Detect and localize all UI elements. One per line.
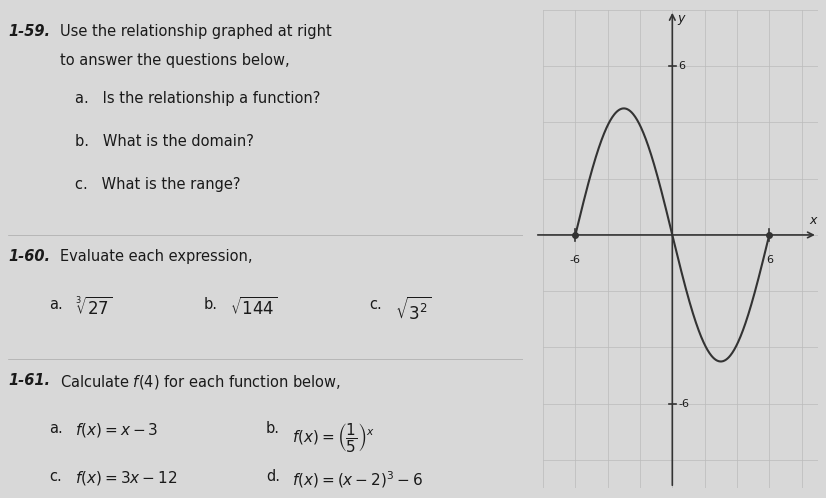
Text: x: x bbox=[809, 214, 817, 227]
Text: b.   What is the domain?: b. What is the domain? bbox=[75, 134, 254, 149]
Text: $f(x)=\left(\dfrac{1}{5}\right)^x$: $f(x)=\left(\dfrac{1}{5}\right)^x$ bbox=[292, 421, 375, 454]
Text: $\sqrt[3]{27}$: $\sqrt[3]{27}$ bbox=[75, 297, 112, 319]
Text: $f(x)=(x-2)^3-6$: $f(x)=(x-2)^3-6$ bbox=[292, 469, 423, 490]
Text: b.: b. bbox=[266, 421, 280, 436]
Text: a.: a. bbox=[50, 297, 64, 312]
Text: to answer the questions below,: to answer the questions below, bbox=[59, 53, 289, 68]
Text: $\sqrt{144}$: $\sqrt{144}$ bbox=[230, 297, 278, 319]
Text: a.   Is the relationship a function?: a. Is the relationship a function? bbox=[75, 91, 320, 106]
Text: 1-61.: 1-61. bbox=[8, 374, 50, 388]
Text: 1-60.: 1-60. bbox=[8, 249, 50, 264]
Text: $\sqrt{3^2}$: $\sqrt{3^2}$ bbox=[395, 297, 430, 324]
Text: a.: a. bbox=[50, 421, 64, 436]
Text: -6: -6 bbox=[570, 254, 581, 264]
Text: Use the relationship graphed at right: Use the relationship graphed at right bbox=[59, 24, 331, 39]
Text: 1-59.: 1-59. bbox=[8, 24, 50, 39]
Text: c.: c. bbox=[368, 297, 382, 312]
Text: 6: 6 bbox=[766, 254, 773, 264]
Text: $f(x)=3x-12$: $f(x)=3x-12$ bbox=[75, 469, 178, 487]
Text: Evaluate each expression,: Evaluate each expression, bbox=[59, 249, 252, 264]
Text: d.: d. bbox=[266, 469, 280, 484]
Text: c.   What is the range?: c. What is the range? bbox=[75, 177, 240, 192]
Text: $f(x)=x-3$: $f(x)=x-3$ bbox=[75, 421, 159, 439]
Text: c.: c. bbox=[50, 469, 62, 484]
Text: y: y bbox=[677, 12, 685, 25]
Text: 6: 6 bbox=[678, 61, 685, 71]
Text: Calculate $f(4)$ for each function below,: Calculate $f(4)$ for each function below… bbox=[59, 374, 341, 391]
Text: -6: -6 bbox=[678, 399, 689, 409]
Text: b.: b. bbox=[204, 297, 218, 312]
